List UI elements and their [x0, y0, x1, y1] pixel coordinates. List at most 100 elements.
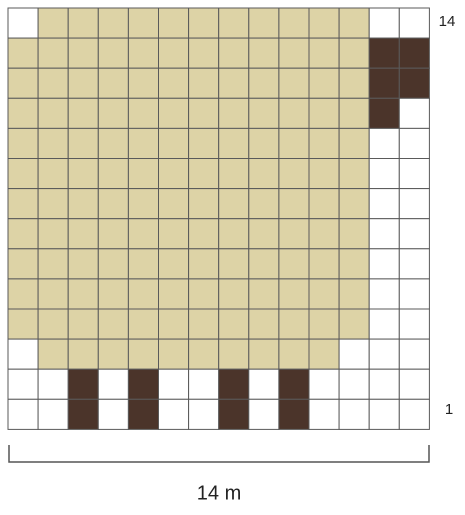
- cell: [37, 278, 69, 310]
- cell: [338, 37, 370, 69]
- cell: [97, 218, 129, 250]
- cell: [158, 127, 190, 159]
- cell: [7, 218, 39, 250]
- cell: [97, 338, 129, 370]
- cell: [127, 368, 159, 400]
- cell: [158, 218, 190, 250]
- cell: [338, 158, 370, 190]
- cell: [188, 37, 220, 69]
- cell: [338, 188, 370, 220]
- cell: [97, 127, 129, 159]
- cell: [158, 398, 190, 430]
- cell: [7, 398, 39, 430]
- cell: [127, 338, 159, 370]
- cell: [218, 398, 250, 430]
- cell: [127, 7, 159, 39]
- cell: [248, 248, 280, 280]
- cell: [158, 368, 190, 400]
- cell: [127, 37, 159, 69]
- cell: [158, 37, 190, 69]
- cell: [7, 37, 39, 69]
- cell: [308, 7, 340, 39]
- cell: [368, 278, 400, 310]
- cell: [67, 37, 99, 69]
- cell: [338, 368, 370, 400]
- cell: [398, 398, 430, 430]
- grid: [7, 7, 430, 430]
- width-label: 14 m: [197, 482, 241, 504]
- cell: [97, 67, 129, 99]
- cell: [338, 7, 370, 39]
- cell: [37, 7, 69, 39]
- cell: [67, 97, 99, 129]
- cell: [188, 398, 220, 430]
- cell: [308, 278, 340, 310]
- cell: [188, 248, 220, 280]
- cell: [248, 308, 280, 340]
- cell: [127, 218, 159, 250]
- cell: [398, 368, 430, 400]
- cell: [67, 67, 99, 99]
- cell: [7, 248, 39, 280]
- cell: [308, 127, 340, 159]
- cell: [218, 67, 250, 99]
- cell: [67, 188, 99, 220]
- cell: [398, 37, 430, 69]
- cell: [67, 248, 99, 280]
- cell: [308, 398, 340, 430]
- cell: [67, 338, 99, 370]
- cell: [248, 338, 280, 370]
- cell: [37, 398, 69, 430]
- cell: [218, 308, 250, 340]
- cell: [158, 67, 190, 99]
- cell: [248, 368, 280, 400]
- row-label-top: 14: [439, 13, 456, 30]
- cell: [278, 368, 310, 400]
- cell: [338, 398, 370, 430]
- cell: [248, 37, 280, 69]
- cell: [37, 368, 69, 400]
- cell: [67, 278, 99, 310]
- cell: [308, 218, 340, 250]
- cell: [368, 308, 400, 340]
- cell: [67, 308, 99, 340]
- cell: [158, 308, 190, 340]
- cell: [188, 218, 220, 250]
- cell: [7, 158, 39, 190]
- cell: [97, 368, 129, 400]
- cell: [218, 7, 250, 39]
- cell: [37, 127, 69, 159]
- cell: [158, 158, 190, 190]
- cell: [37, 67, 69, 99]
- cell: [308, 188, 340, 220]
- row-label-bottom: 1: [445, 401, 453, 418]
- cell: [37, 248, 69, 280]
- cell: [158, 338, 190, 370]
- cell: [398, 7, 430, 39]
- cell: [218, 218, 250, 250]
- cell: [7, 7, 39, 39]
- cell: [7, 127, 39, 159]
- cell: [127, 67, 159, 99]
- cell: [278, 7, 310, 39]
- cell: [248, 7, 280, 39]
- cell: [248, 188, 280, 220]
- cell: [37, 37, 69, 69]
- cell: [127, 97, 159, 129]
- cell: [218, 248, 250, 280]
- cell: [218, 338, 250, 370]
- cell: [338, 278, 370, 310]
- cell: [97, 248, 129, 280]
- cell: [278, 398, 310, 430]
- cell: [248, 398, 280, 430]
- cell: [158, 278, 190, 310]
- cell: [67, 368, 99, 400]
- cell: [278, 37, 310, 69]
- cell: [67, 218, 99, 250]
- cell: [368, 368, 400, 400]
- cell: [338, 248, 370, 280]
- cell: [37, 218, 69, 250]
- cell: [278, 67, 310, 99]
- cell: [338, 97, 370, 129]
